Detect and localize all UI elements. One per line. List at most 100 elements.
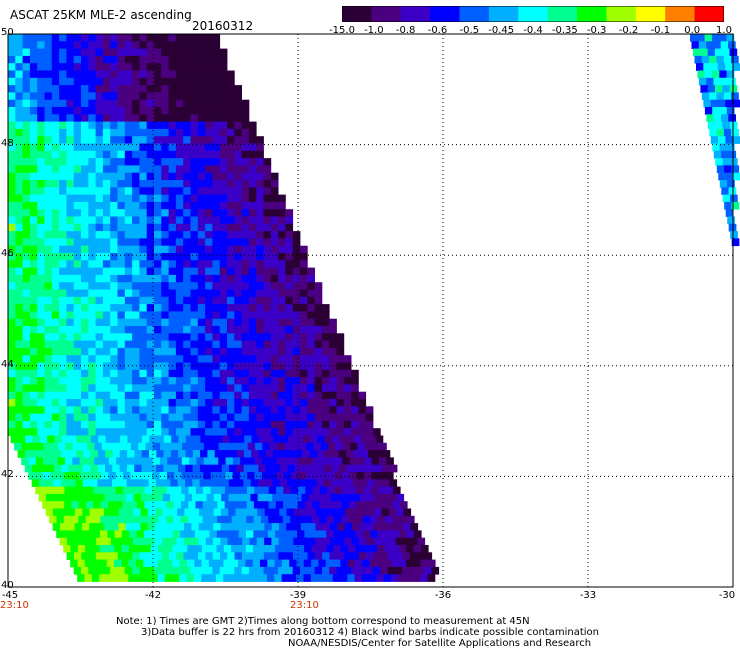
swath-pixel (102, 70, 111, 79)
swath-pixel (22, 420, 31, 429)
swath-pixel (15, 318, 23, 327)
swath-pixel (168, 216, 177, 225)
swath-pixel (251, 450, 259, 458)
swath-pixel (234, 172, 242, 181)
swath-pixel (300, 347, 308, 356)
swath-pixel (124, 158, 133, 166)
swath-pixel (205, 384, 213, 393)
swath-pixel (241, 158, 250, 166)
swath-pixel (168, 41, 177, 49)
swath-pixel (88, 537, 97, 546)
swath-pixel (223, 574, 231, 582)
swath-pixel (66, 55, 75, 64)
lat-tick-label: 48 (1, 137, 14, 149)
swath-pixel (219, 99, 228, 108)
swath-pixel (205, 107, 213, 115)
swath-pixel (44, 70, 53, 79)
swath-pixel (205, 413, 213, 422)
swath-pixel (51, 41, 60, 49)
swath-pixel (725, 99, 733, 108)
swath-pixel (91, 574, 100, 582)
swath-pixel (88, 340, 96, 349)
swath-pixel (51, 70, 60, 79)
swath-pixel (124, 201, 133, 210)
swath-pixel (241, 114, 250, 122)
swath-pixel (321, 428, 330, 436)
swath-pixel (117, 420, 126, 429)
swath-pixel (190, 326, 199, 334)
swath-pixel (374, 493, 383, 502)
colorbar-label: -0.2 (618, 25, 639, 36)
swath-pixel (108, 486, 116, 495)
swath-pixel (81, 296, 89, 305)
swath-pixel (370, 530, 378, 539)
swath-pixel (155, 479, 164, 487)
swath-pixel (205, 377, 213, 385)
swath-pixel (22, 172, 31, 181)
colorbar-swatch (430, 6, 461, 22)
swath-pixel (132, 143, 140, 152)
swath-pixel (270, 347, 279, 356)
swath-pixel (124, 377, 133, 385)
swath-pixel (66, 85, 75, 93)
swath-pixel (102, 406, 111, 414)
swath-pixel (175, 253, 184, 261)
swath-pixel (139, 209, 148, 217)
swath-pixel (234, 552, 243, 560)
swath-pixel (212, 274, 221, 283)
swath-pixel (51, 333, 60, 341)
swath-pixel (307, 391, 315, 400)
swath-pixel (256, 165, 264, 174)
swath-pixel (29, 399, 38, 407)
swath-pixel (154, 391, 162, 400)
swath-pixel (110, 333, 118, 341)
swath-pixel (248, 377, 257, 385)
swath-pixel (343, 406, 352, 414)
swath-pixel (29, 136, 38, 144)
swath-pixel (105, 435, 114, 444)
swath-pixel (378, 501, 386, 509)
swath-pixel (285, 420, 294, 429)
swath-pixel (65, 442, 73, 451)
swath-pixel (76, 450, 84, 458)
swath-pixel (380, 566, 388, 575)
swath-pixel (341, 486, 350, 495)
swath-pixel (205, 216, 213, 225)
swath-pixel (143, 530, 152, 539)
colorbar-label: -0.4 (523, 25, 543, 36)
swath-pixel (22, 187, 31, 195)
swath-pixel (212, 413, 221, 422)
swath-pixel (161, 399, 169, 407)
swath-pixel (263, 253, 272, 261)
swath-pixel (248, 180, 257, 188)
swath-pixel (81, 274, 89, 283)
swath-pixel (701, 55, 710, 64)
swath-pixel (93, 472, 102, 480)
swath-pixel (197, 311, 206, 320)
swath-pixel (81, 245, 89, 254)
swath-pixel (294, 479, 303, 487)
swath-pixel (212, 128, 221, 137)
swath-pixel (343, 362, 352, 371)
swath-pixel (335, 442, 343, 451)
swath-pixel (256, 304, 264, 312)
swath-pixel (205, 296, 213, 305)
swath-pixel (124, 260, 133, 268)
swath-pixel (71, 486, 80, 495)
swath-pixel (417, 552, 425, 560)
swath-pixel (365, 428, 374, 436)
swath-pixel (59, 194, 67, 203)
swath-pixel (198, 552, 206, 560)
swath-pixel (154, 282, 162, 290)
swath-pixel (135, 559, 144, 568)
swath-pixel (413, 574, 421, 582)
swath-pixel (124, 114, 133, 122)
swath-pixel (263, 377, 272, 385)
swath-pixel (354, 574, 363, 582)
swath-pixel (132, 333, 140, 341)
swath-pixel (321, 420, 330, 429)
swath-pixel (213, 523, 221, 531)
swath-pixel (83, 464, 91, 473)
swath-pixel (154, 289, 162, 298)
swath-pixel (102, 41, 111, 49)
